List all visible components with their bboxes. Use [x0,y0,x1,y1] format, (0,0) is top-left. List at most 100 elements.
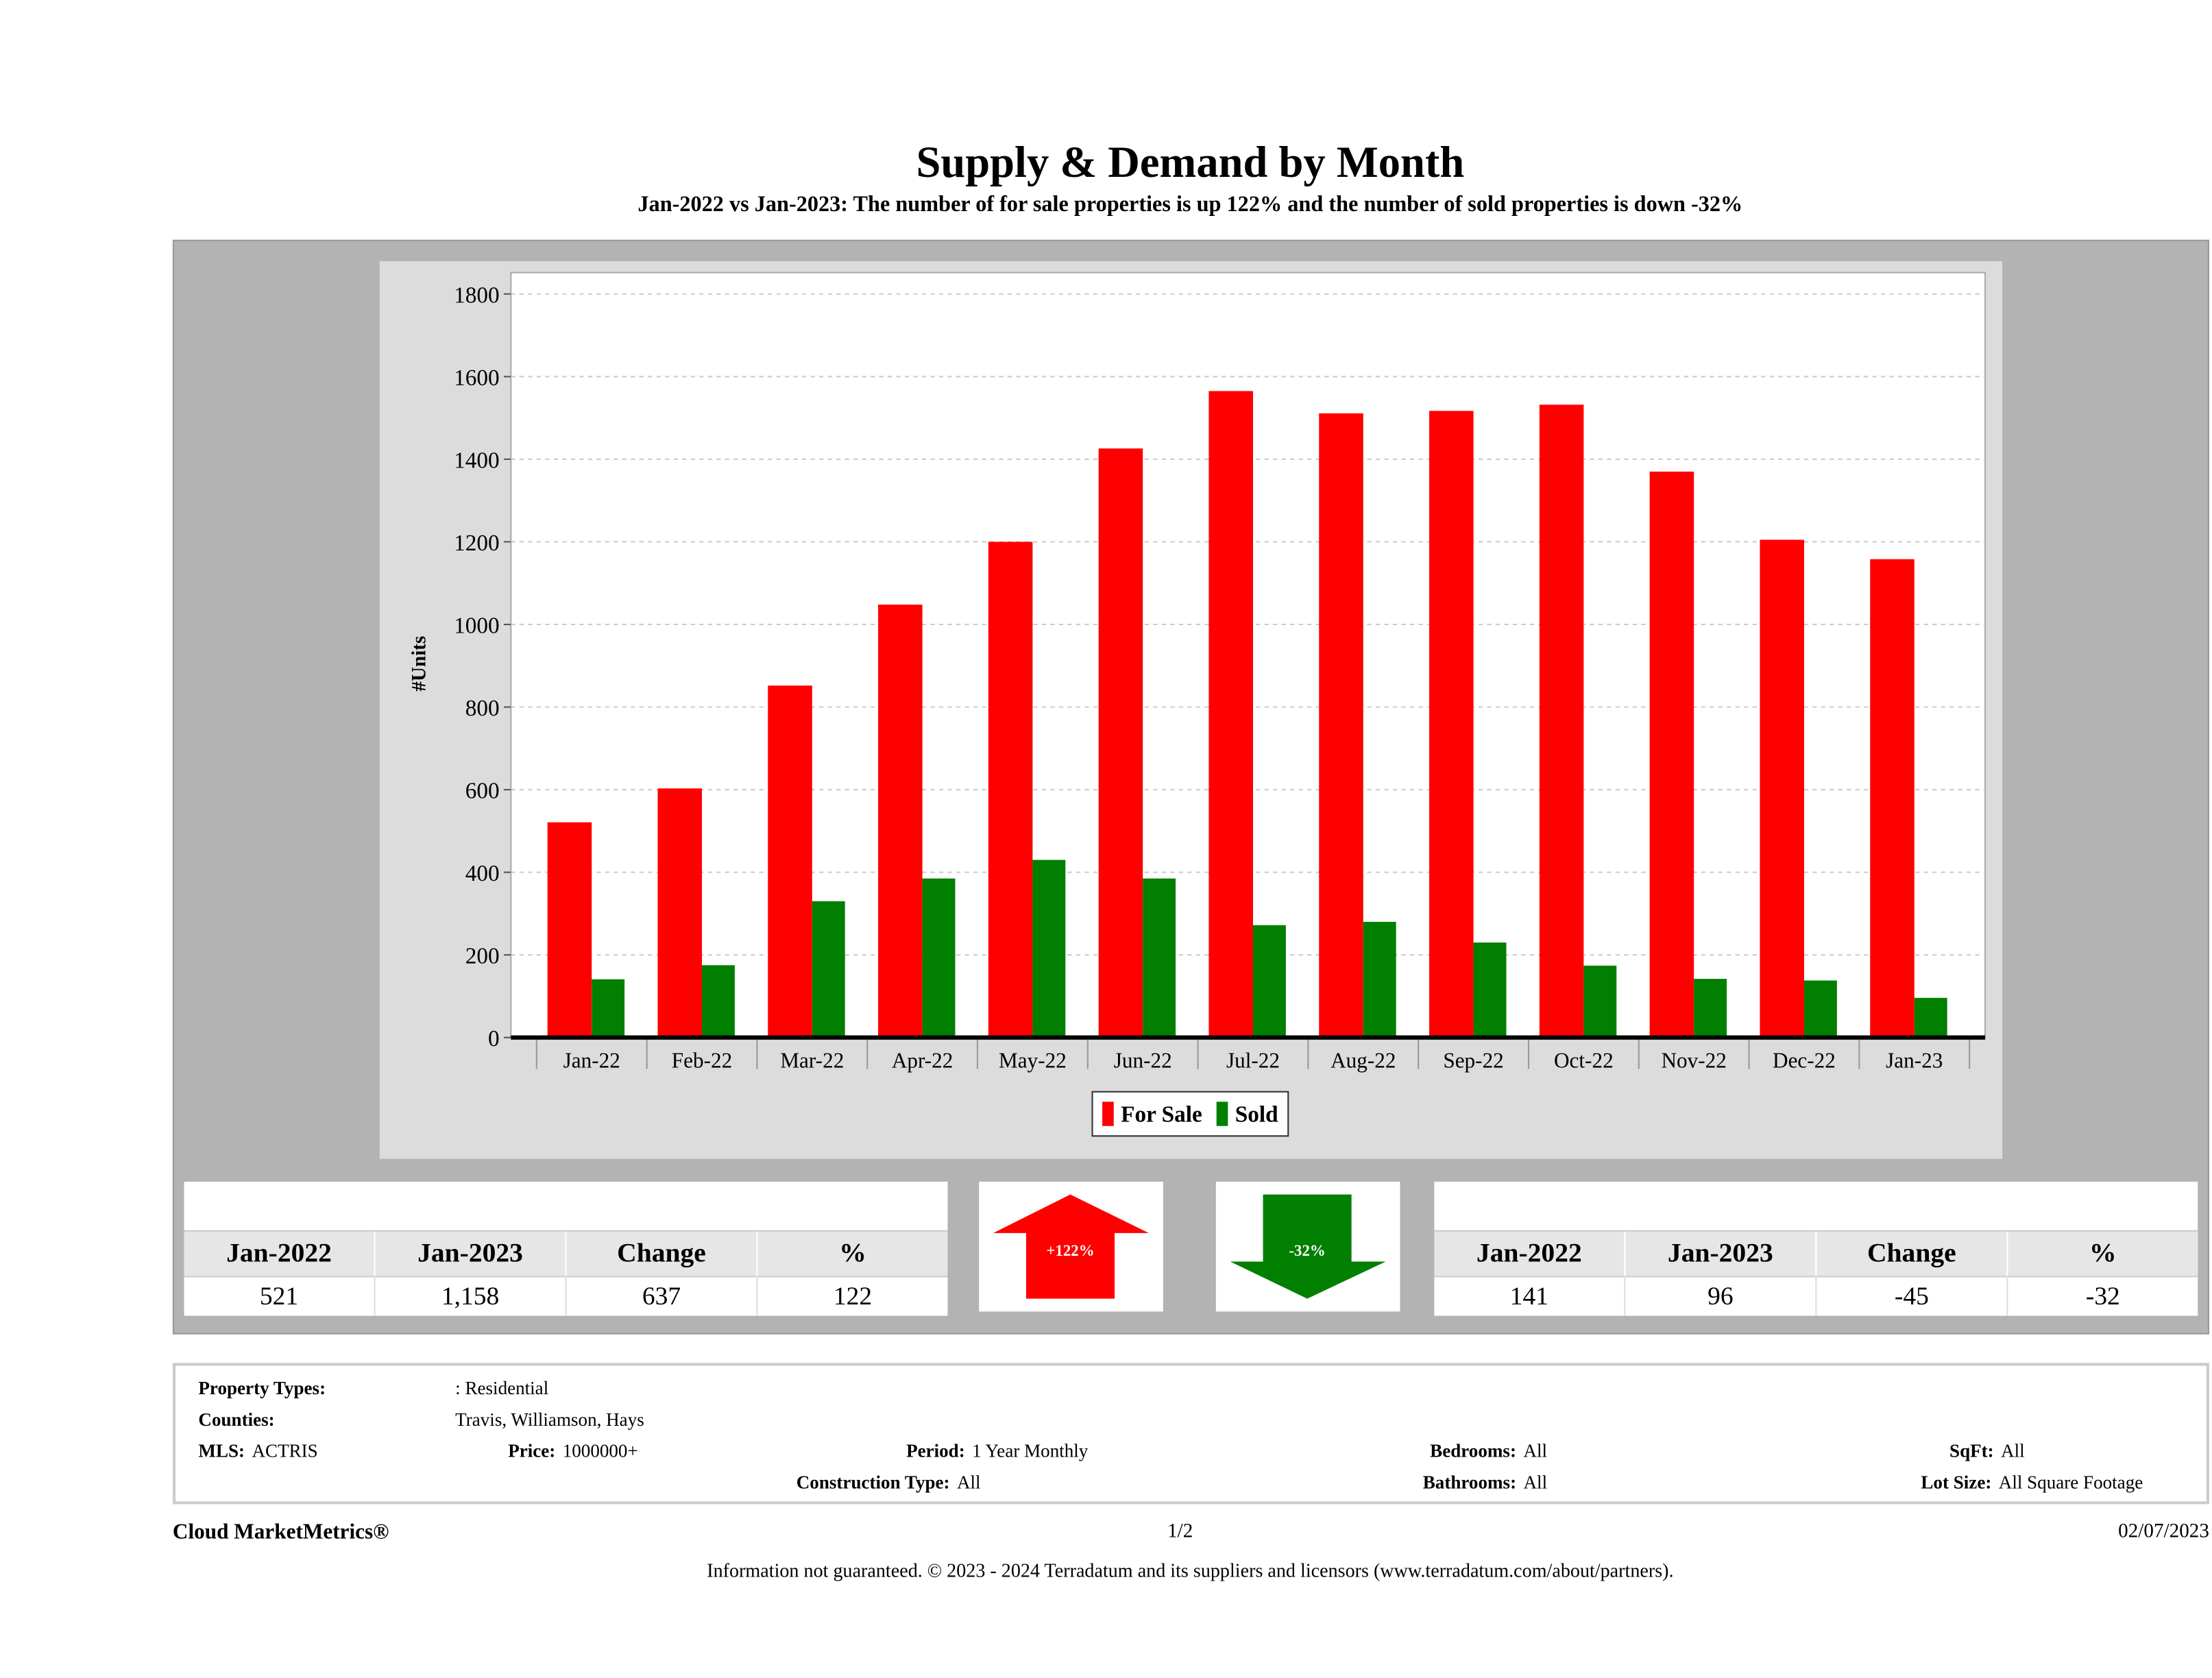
price-label: Price: [508,1439,556,1461]
header-change: Change [1815,1231,2006,1276]
header-jan-2023: Jan-2023 [1624,1231,1815,1276]
y-tick-label: 1000 [454,613,500,638]
bar-for-sale [657,788,703,1038]
bar-for-sale [878,605,923,1038]
counties-label: Counties: [198,1408,275,1431]
header-jan-2022: Jan-2022 [226,1239,332,1269]
y-tick-label: 400 [465,861,500,886]
legend-swatch-for-sale [1102,1102,1114,1126]
bar-for-sale [1760,539,1804,1038]
period-value: 1 Year Monthly [972,1439,1089,1461]
y-tick-label: 200 [465,944,500,969]
legend-label-for-sale: For Sale [1121,1102,1202,1127]
value-jan-2023: 96 [1624,1276,1815,1316]
bar-for-sale [1539,404,1584,1038]
counties-value: Travis, Williamson, Hays [455,1408,644,1431]
bar-sold [702,965,735,1038]
lot-size-value: All Square Footage [1998,1471,2143,1493]
mls-value: ACTRIS [252,1439,318,1461]
bar-sold [812,901,845,1038]
x-tick-label: Oct-22 [1554,1048,1614,1072]
legend-label-sold: Sold [1235,1102,1278,1127]
y-tick-label: 0 [488,1026,500,1051]
sqft-field: SqFt: All [1949,1440,2025,1463]
bar-chart: 0 200 400 600 800 1000 1200 1400 1600 1800 #Units J… [408,271,1986,1137]
bar-sold [1363,921,1396,1038]
bathrooms-value: All [1523,1471,1548,1493]
bar-for-sale [1429,411,1474,1038]
bar-sold [592,979,625,1038]
price-value: 1000000+ [562,1439,638,1461]
x-tick-label: Aug-22 [1330,1048,1396,1072]
bar-for-sale [768,685,812,1038]
bedrooms-field: Bedrooms: All [1430,1440,1547,1463]
mls-field: MLS: ACTRIS [198,1440,317,1463]
period-label: Period: [906,1439,965,1461]
bar-for-sale [1870,559,1915,1038]
lot-size-field: Lot Size: All Square Footage [1921,1472,2143,1494]
down-arrow-icon: -32% [1230,1194,1386,1299]
y-tick-label: 800 [465,696,500,721]
y-axis-label: #Units [408,636,430,692]
down-arrow-label: -32% [1289,1242,1325,1259]
y-tick-label: 1200 [454,531,500,556]
legend-box [1091,1091,1289,1137]
sqft-label: SqFt: [1949,1439,1994,1461]
disclaimer: Information not guaranteed. © 2023 - 202… [707,1559,1674,1581]
x-tick-label: Dec-22 [1773,1048,1836,1072]
property-types-label: Property Types: [198,1377,326,1399]
mls-label: MLS: [198,1439,245,1461]
brand-name: Cloud MarketMetrics® [172,1521,389,1544]
property-types-value: : Residential [455,1377,549,1399]
bar-for-sale [1649,472,1694,1038]
x-tick-label: Feb-22 [672,1048,732,1072]
chart-title: Supply & Demand by Month [916,136,1465,187]
header-jan-2023: Jan-2023 [374,1231,565,1276]
legend-swatch-sold [1216,1102,1228,1126]
value-jan-2022: 141 [1509,1281,1548,1311]
y-tick-label: 1600 [454,365,500,391]
table-row: 521 1,158 637 122 [184,1276,948,1316]
bar-sold [1583,965,1617,1038]
bedrooms-label: Bedrooms: [1430,1439,1516,1461]
bar-sold [1032,860,1066,1038]
x-tick-label: Mar-22 [780,1048,844,1072]
x-tick-label: Jan-23 [1886,1048,1943,1072]
table-header-row: Jan-2022 Jan-2023 Change % [184,1230,948,1278]
for-sale-table: Jan-2022 Jan-2023 Change % 521 1,158 637… [184,1181,948,1316]
bar-sold [1143,878,1176,1038]
x-tick-label: Jun-22 [1114,1048,1172,1072]
header-jan-2022: Jan-2022 [1476,1239,1582,1269]
y-tick-label: 1800 [454,282,500,308]
price-field: Price: 1000000+ [508,1440,638,1463]
bar-sold [1803,980,1837,1038]
lot-size-label: Lot Size: [1921,1471,1992,1493]
bar-sold [1694,979,1727,1038]
x-tick-label: Nov-22 [1661,1048,1726,1072]
up-arrow-box: +122% [979,1181,1163,1312]
value-change: -45 [1815,1276,2006,1316]
bar-for-sale [1319,413,1363,1038]
report-date: 02/07/2023 [2118,1521,2209,1543]
construction-label: Construction Type: [796,1471,950,1493]
chart-subtitle: Jan-2022 vs Jan-2023: The number of for … [637,193,1743,217]
table-row: 141 96 -45 -32 [1434,1276,2198,1316]
header-percent: % [756,1231,947,1276]
x-tick-label: Apr-22 [892,1048,953,1072]
construction-field: Construction Type: All [797,1472,981,1494]
table-header-row: Jan-2022 Jan-2023 Change % [1434,1230,2198,1278]
value-change: 637 [565,1276,756,1316]
construction-value: All [956,1471,981,1493]
header-percent: % [2006,1231,2198,1276]
bar-for-sale [1098,448,1143,1038]
bar-sold [1473,943,1507,1038]
header-change: Change [565,1231,756,1276]
y-tick-label: 600 [465,779,500,804]
bar-for-sale [547,822,592,1038]
sold-table: Jan-2022 Jan-2023 Change % 141 96 -45 -3… [1434,1181,2198,1316]
bathrooms-label: Bathrooms: [1422,1471,1517,1493]
bar-sold [1914,997,1947,1038]
x-tick-label: Jan-22 [563,1048,620,1072]
value-jan-2023: 1,158 [374,1276,565,1316]
x-tick-label: Jul-22 [1226,1048,1280,1072]
